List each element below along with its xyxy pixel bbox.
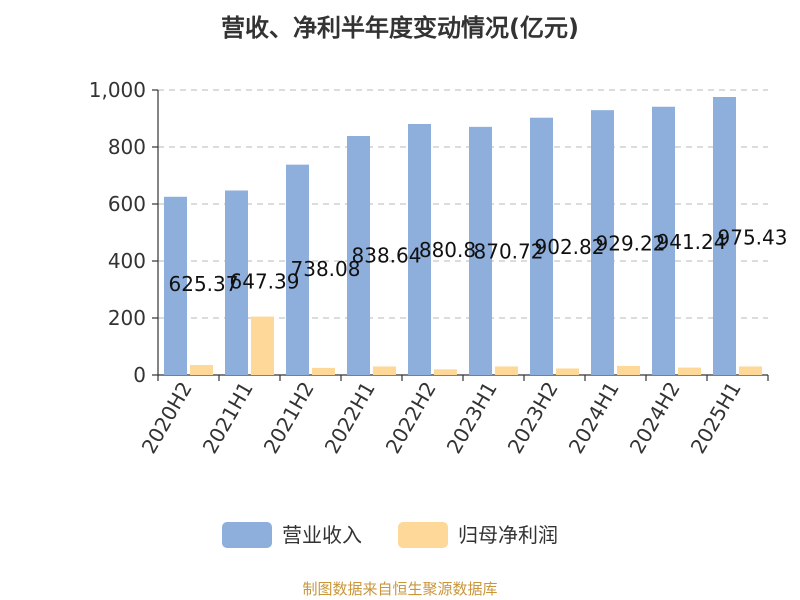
bar-net-profit: [678, 367, 701, 375]
data-label: 738.08: [291, 257, 361, 281]
bar-revenue: [408, 123, 431, 375]
bars: [164, 97, 762, 376]
x-tick-label: 2022H1: [320, 378, 380, 458]
x-tick-label: 2021H1: [198, 378, 258, 458]
data-label: 941.24: [657, 230, 727, 254]
x-axis: 2020H2 2021H1 2021H2 2022H1 2022H2 2023H1 2023…: [137, 374, 769, 458]
bar-net-profit: [617, 365, 640, 375]
x-tick-label: 2024H1: [564, 378, 624, 458]
source-note: 制图数据来自恒生聚源数据库: [302, 580, 498, 598]
x-tick-label: 2022H2: [381, 378, 441, 458]
bar-net-profit: [495, 366, 518, 375]
y-tick-label: 400: [108, 249, 146, 273]
data-label: 647.39: [230, 269, 300, 293]
bar-net-profit: [434, 369, 457, 375]
y-tick-label: 800: [108, 135, 146, 159]
y-axis: 0 200 400 600 800 1,000: [89, 78, 159, 387]
y-tick-label: 0: [133, 363, 146, 387]
data-label: 880.8: [419, 238, 476, 262]
legend-label: 营业收入: [282, 523, 362, 547]
x-tick-label: 2023H2: [503, 378, 563, 458]
bar-revenue: [591, 110, 614, 375]
data-label: 870.72: [474, 239, 544, 263]
legend-swatch: [222, 522, 272, 548]
x-tick-label: 2024H2: [625, 378, 685, 458]
data-label: 838.64: [352, 244, 422, 268]
y-tick-label: 1,000: [89, 78, 146, 102]
bar-net-profit: [739, 366, 762, 375]
bar-net-profit: [251, 316, 274, 375]
chart-title: 营收、净利半年度变动情况(亿元): [221, 14, 579, 42]
bar-revenue: [652, 106, 675, 376]
bar-revenue: [164, 196, 187, 375]
x-tick-label: 2020H2: [137, 378, 197, 458]
x-tick-label: 2025H1: [686, 378, 746, 458]
data-label: 625.37: [169, 272, 239, 296]
bar-net-profit: [556, 368, 579, 375]
legend: 营业收入 归母净利润: [222, 522, 558, 548]
x-tick-label: 2023H1: [442, 378, 502, 458]
legend-label: 归母净利润: [458, 523, 558, 547]
data-label: 902.82: [535, 235, 605, 259]
legend-swatch: [398, 522, 448, 548]
data-labels: 625.37647.39738.08838.64880.8870.72902.8…: [169, 225, 788, 296]
bar-revenue: [469, 126, 492, 375]
bar-revenue: [225, 190, 248, 375]
bar-net-profit: [190, 365, 213, 375]
bar-revenue: [713, 97, 736, 376]
data-label: 975.43: [718, 225, 788, 249]
x-tick-label: 2021H2: [259, 378, 319, 458]
bar-net-profit: [312, 367, 335, 375]
bar-revenue: [530, 117, 553, 376]
data-label: 929.22: [596, 232, 666, 256]
y-tick-label: 200: [108, 306, 146, 330]
bar-revenue: [347, 135, 370, 375]
y-tick-label: 600: [108, 192, 146, 216]
bar-revenue: [286, 164, 309, 375]
bar-net-profit: [373, 366, 396, 375]
